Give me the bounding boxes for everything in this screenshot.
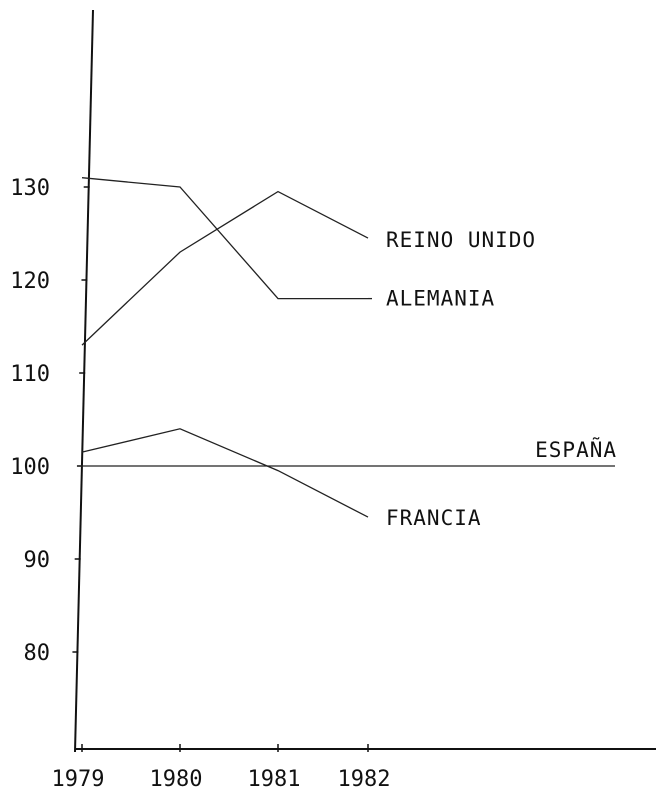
series-label-espana: ESPAÑA bbox=[535, 436, 617, 462]
x-tick-label: 1981 bbox=[248, 767, 301, 792]
x-ticks: 1979 1980 1981 1982 bbox=[52, 744, 391, 792]
y-axis bbox=[74, 9, 94, 753]
y-tick-label: 120 bbox=[10, 269, 50, 294]
series-lines bbox=[78, 177, 615, 518]
y-tick-label: 80 bbox=[24, 641, 51, 666]
series-line-francia bbox=[81, 428, 369, 518]
series-labels: REINO UNIDO ALEMANIA ESPAÑA FRANCIA bbox=[386, 228, 617, 530]
y-tick-label: 130 bbox=[10, 176, 50, 201]
axes bbox=[74, 9, 656, 753]
x-tick-label: 1979 bbox=[52, 767, 105, 792]
x-tick-label: 1982 bbox=[338, 767, 391, 792]
series-line-reino-unido bbox=[81, 190, 369, 346]
series-label-alemania: ALEMANIA bbox=[386, 287, 495, 311]
series-line-alemania bbox=[81, 177, 368, 300]
y-tick-label: 100 bbox=[10, 455, 50, 480]
y-tick-label: 110 bbox=[10, 362, 50, 387]
y-tick-label: 90 bbox=[24, 548, 51, 573]
series-label-reino-unido: REINO UNIDO bbox=[386, 228, 536, 252]
series-label-francia: FRANCIA bbox=[386, 506, 482, 530]
y-ticks: 80 90 100 110 120 130 bbox=[10, 176, 90, 666]
x-tick-label: 1980 bbox=[150, 767, 203, 792]
